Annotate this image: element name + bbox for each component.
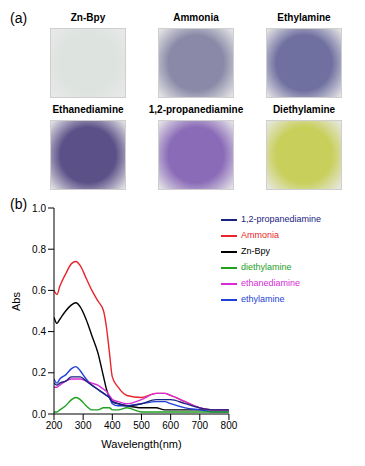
html-text:(b): (b) bbox=[10, 196, 28, 212]
svg-text:800: 800 bbox=[221, 420, 238, 431]
html-text:ethanediamine: ethanediamine bbox=[240, 278, 300, 289]
svg-text:Abs: Abs bbox=[10, 292, 22, 311]
svg-text:600: 600 bbox=[162, 420, 179, 431]
html-text:1,2-propanediamine: 1,2-propanediamine bbox=[148, 104, 244, 115]
html-text:(a): (a) bbox=[10, 10, 28, 26]
html-text:Ammonia: Ammonia bbox=[173, 12, 219, 23]
svg-text:700: 700 bbox=[191, 420, 208, 431]
svg-text:400: 400 bbox=[104, 420, 121, 431]
svg-text:0.4: 0.4 bbox=[32, 326, 46, 337]
svg-text:0.0: 0.0 bbox=[32, 409, 46, 420]
html-text:ethylamine: ethylamine bbox=[240, 294, 285, 305]
html-text:1,2-propanediamine: 1,2-propanediamine bbox=[240, 214, 321, 225]
svg-text:0.6: 0.6 bbox=[32, 285, 46, 296]
html-text:Diethylamine: Diethylamine bbox=[272, 104, 336, 115]
svg-text:300: 300 bbox=[75, 420, 92, 431]
svg-text:0.8: 0.8 bbox=[32, 244, 46, 255]
svg-text:1.0: 1.0 bbox=[32, 203, 46, 214]
html-text:Ammonia: Ammonia bbox=[240, 230, 279, 241]
html-text:Zn-Bpy: Zn-Bpy bbox=[240, 246, 270, 257]
svg-text:200: 200 bbox=[46, 420, 63, 431]
html-text:Ethylamine: Ethylamine bbox=[277, 12, 331, 23]
svg-text:500: 500 bbox=[133, 420, 150, 431]
html-text:diethylamine: diethylamine bbox=[240, 262, 292, 273]
svg-text:0.2: 0.2 bbox=[32, 367, 46, 378]
html-text:Ethanediamine: Ethanediamine bbox=[52, 104, 124, 115]
html-text:Zn-Bpy: Zn-Bpy bbox=[70, 12, 106, 23]
svg-text:Wavelength(nm): Wavelength(nm) bbox=[101, 438, 181, 450]
